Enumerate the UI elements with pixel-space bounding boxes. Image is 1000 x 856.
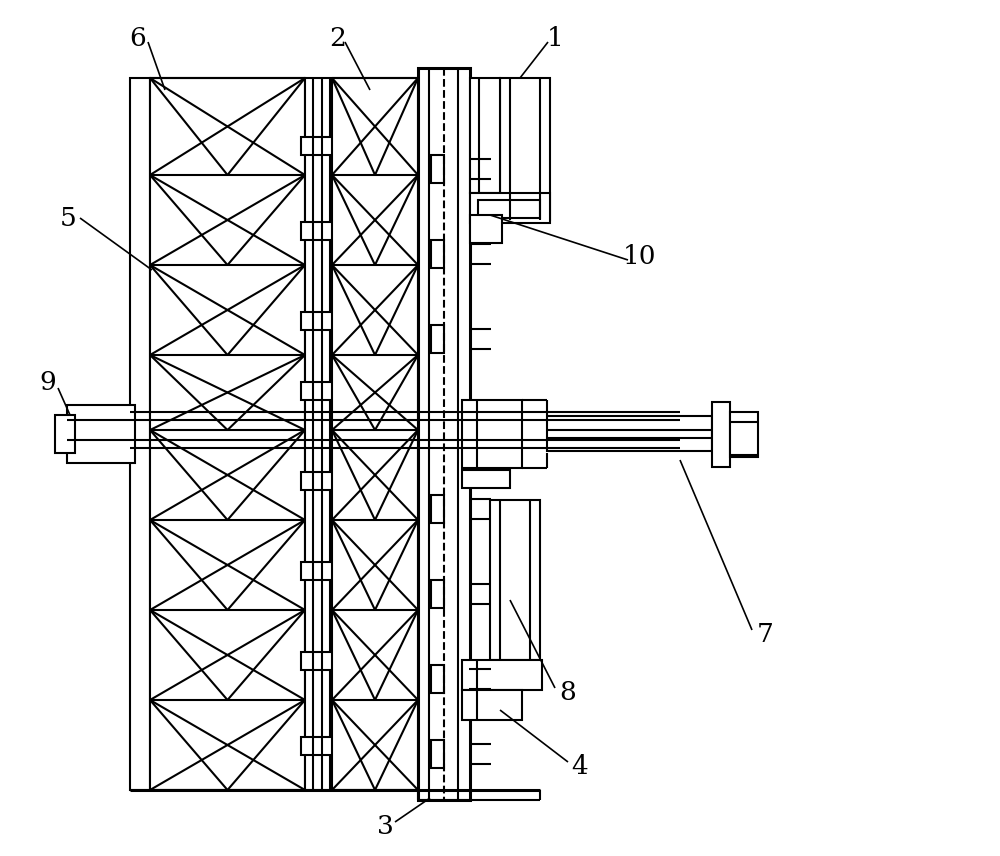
Bar	[462, 660, 542, 690]
Bar	[478, 200, 540, 218]
Bar	[462, 690, 522, 720]
Bar	[301, 382, 334, 400]
Bar	[150, 78, 305, 790]
Text: 2: 2	[330, 26, 346, 51]
Bar	[332, 78, 418, 790]
Bar	[547, 416, 712, 451]
Bar	[301, 222, 334, 240]
Bar	[130, 78, 150, 790]
Text: 1: 1	[547, 26, 563, 51]
Text: 9: 9	[40, 370, 56, 395]
Bar	[418, 68, 470, 800]
Bar	[67, 405, 135, 463]
Text: 3: 3	[377, 813, 393, 839]
Text: 7: 7	[757, 622, 773, 647]
Bar	[431, 240, 444, 268]
Bar	[470, 193, 550, 223]
Bar	[55, 415, 75, 453]
Bar	[301, 137, 334, 155]
Bar	[431, 155, 444, 183]
Bar	[431, 495, 444, 523]
Bar	[431, 325, 444, 353]
Bar	[730, 412, 758, 457]
Bar	[431, 580, 444, 608]
Bar	[305, 78, 330, 790]
Bar	[301, 312, 334, 330]
Bar	[500, 78, 550, 220]
Bar	[301, 652, 334, 670]
Bar	[462, 400, 522, 468]
Text: 10: 10	[623, 243, 657, 269]
Bar	[470, 215, 502, 243]
Bar	[490, 500, 540, 660]
Text: 6: 6	[130, 26, 146, 51]
Bar	[431, 740, 444, 768]
Bar	[301, 737, 334, 755]
Bar	[712, 402, 730, 467]
Bar	[301, 562, 334, 580]
Text: 8: 8	[560, 680, 576, 704]
Bar	[470, 78, 500, 193]
Text: 4: 4	[572, 753, 588, 778]
Text: 5: 5	[60, 205, 76, 230]
Bar	[301, 472, 334, 490]
Bar	[462, 470, 510, 488]
Bar	[431, 665, 444, 693]
